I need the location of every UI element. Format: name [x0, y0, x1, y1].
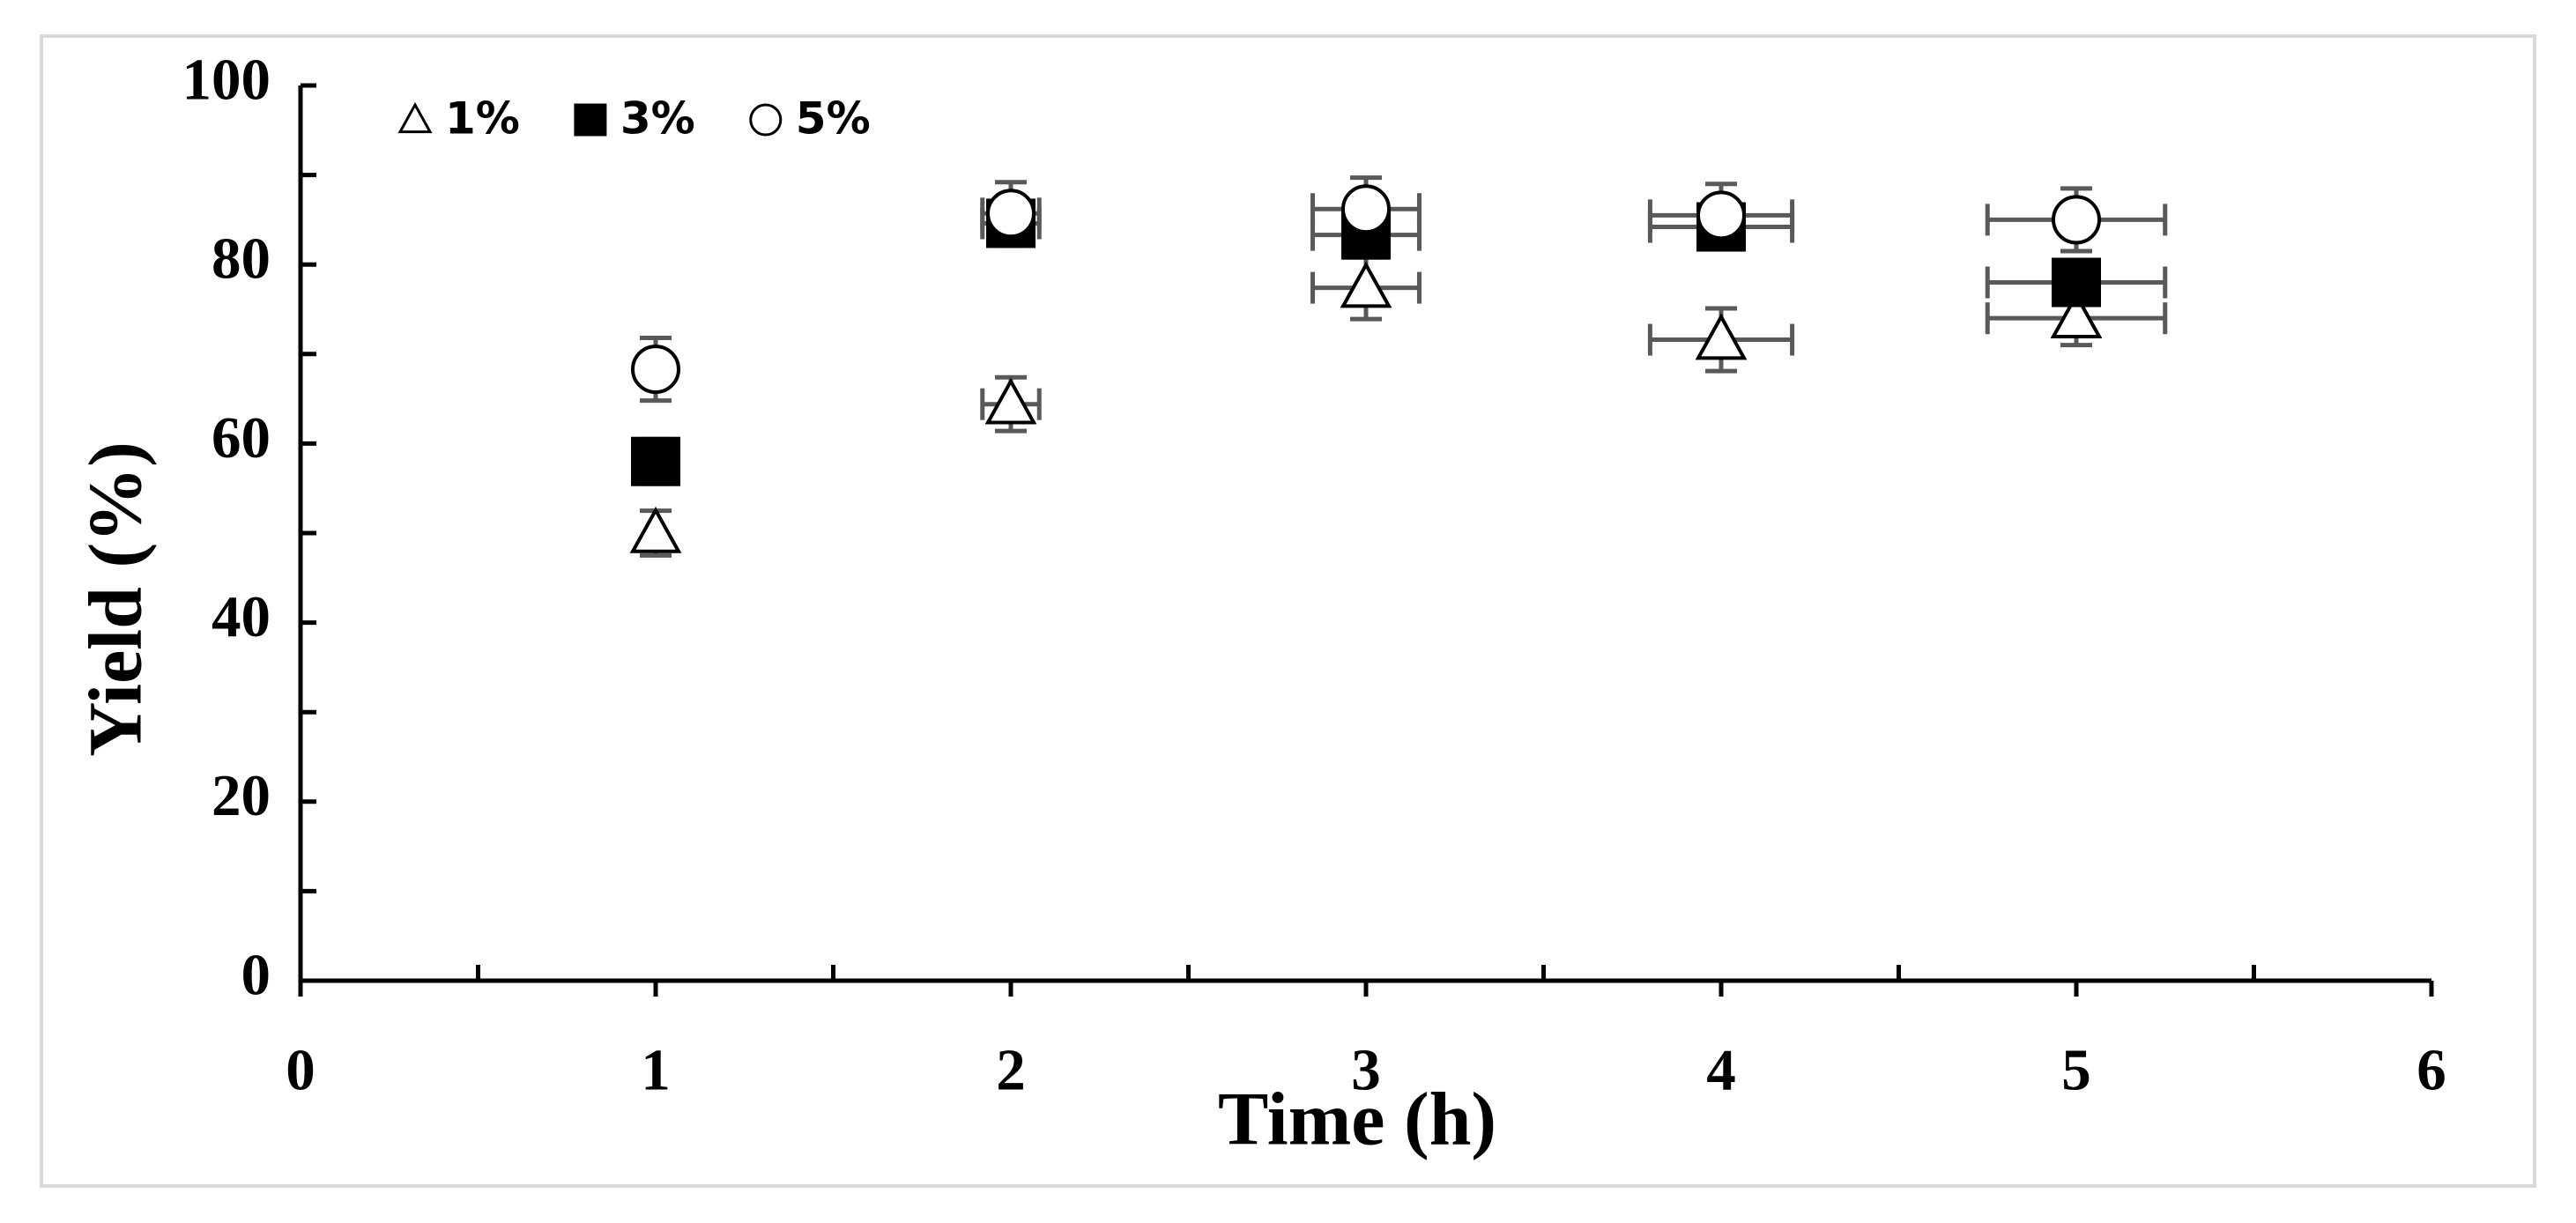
y-axis-title: Yield (%) [73, 441, 158, 756]
x-tick-label: 6 [2416, 1037, 2446, 1102]
data-point [1341, 184, 1391, 234]
data-point [2052, 195, 2101, 245]
x-tick-label: 3 [1351, 1037, 1381, 1102]
data-point [984, 377, 1037, 425]
frame [40, 34, 2536, 1188]
data-point [631, 345, 680, 395]
legend-label: 3% [620, 93, 695, 145]
legend-label: 1% [445, 93, 520, 145]
data-point [2052, 257, 2101, 308]
y-tick-label: 100 [182, 47, 271, 112]
x-tick-label: 5 [2061, 1037, 2091, 1102]
y-tick-label: 40 [212, 584, 271, 649]
x-tick-label: 0 [286, 1037, 316, 1102]
legend-marker [397, 101, 433, 134]
y-tick-label: 80 [212, 226, 271, 292]
x-tick-label: 2 [996, 1037, 1026, 1102]
data-point [629, 506, 682, 553]
legend-marker [749, 103, 783, 137]
legend-marker [574, 103, 607, 137]
x-axis-title: Time (h) [1218, 1077, 1496, 1161]
y-tick-label: 0 [241, 942, 271, 1007]
x-tick-label: 4 [1706, 1037, 1736, 1102]
data-point [2050, 292, 2103, 338]
y-tick-label: 20 [212, 763, 271, 828]
data-point [986, 189, 1036, 239]
y-tick-label: 60 [212, 405, 271, 471]
data-point [1695, 313, 1748, 360]
data-point [1340, 261, 1392, 308]
data-point [1696, 190, 1746, 241]
x-tick-label: 1 [641, 1037, 671, 1102]
data-point [631, 436, 680, 486]
legend-label: 5% [796, 93, 871, 145]
